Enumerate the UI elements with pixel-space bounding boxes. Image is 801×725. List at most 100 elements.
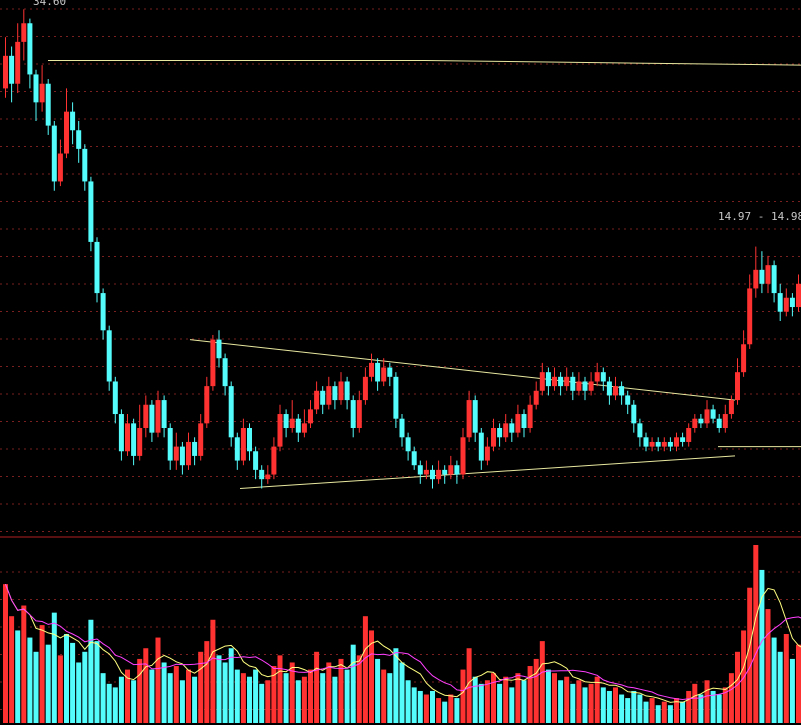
candle[interactable] xyxy=(777,283,783,321)
volume-bar[interactable] xyxy=(509,687,515,723)
volume-bar[interactable] xyxy=(362,616,368,723)
candle[interactable] xyxy=(167,423,173,470)
candle[interactable] xyxy=(51,120,57,191)
candle[interactable] xyxy=(362,367,368,405)
candle[interactable] xyxy=(369,353,374,382)
volume-bar[interactable] xyxy=(265,680,271,723)
candle[interactable] xyxy=(9,46,15,103)
candle[interactable] xyxy=(533,381,539,410)
volume-bar[interactable] xyxy=(430,690,435,723)
candle[interactable] xyxy=(332,381,338,410)
price-candles[interactable] xyxy=(3,9,801,489)
candle[interactable] xyxy=(216,330,222,368)
volume-bar[interactable] xyxy=(515,673,521,723)
volume-bar[interactable] xyxy=(301,676,307,723)
volume-bar[interactable] xyxy=(179,680,185,723)
candle[interactable] xyxy=(27,18,33,89)
volume-bar[interactable] xyxy=(735,651,740,723)
candle[interactable] xyxy=(613,376,618,401)
candle[interactable] xyxy=(131,418,137,466)
volume-bar[interactable] xyxy=(728,673,734,723)
candle[interactable] xyxy=(57,139,63,187)
volume-bar[interactable] xyxy=(594,676,600,723)
volume-bar[interactable] xyxy=(375,658,381,723)
candle[interactable] xyxy=(301,409,307,438)
candle[interactable] xyxy=(381,358,387,387)
candle[interactable] xyxy=(643,432,649,452)
candle[interactable] xyxy=(796,274,801,312)
volume-bar[interactable] xyxy=(356,655,362,723)
volume-bar[interactable] xyxy=(796,644,801,723)
volume-bar[interactable] xyxy=(131,680,137,723)
candle[interactable] xyxy=(100,288,106,340)
candle[interactable] xyxy=(106,325,112,391)
candle[interactable] xyxy=(484,437,490,466)
candle[interactable] xyxy=(564,367,570,391)
candle[interactable] xyxy=(326,376,332,410)
candle[interactable] xyxy=(417,460,423,484)
volume-bar[interactable] xyxy=(82,651,88,723)
volume-bar[interactable] xyxy=(308,669,313,723)
candle[interactable] xyxy=(393,372,399,428)
candle[interactable] xyxy=(552,367,557,391)
candle[interactable] xyxy=(460,428,466,480)
candle[interactable] xyxy=(222,353,228,396)
candle[interactable] xyxy=(582,376,588,401)
volume-bar[interactable] xyxy=(33,651,39,723)
volume-bar[interactable] xyxy=(64,634,69,723)
candle[interactable] xyxy=(283,409,289,438)
volume-bar[interactable] xyxy=(167,673,173,723)
volume-bar[interactable] xyxy=(106,683,112,723)
candle[interactable] xyxy=(430,465,435,489)
volume-bar[interactable] xyxy=(466,648,472,723)
volume-bar[interactable] xyxy=(533,658,539,723)
volume-bar[interactable] xyxy=(777,651,783,723)
candle[interactable] xyxy=(118,409,124,461)
candle[interactable] xyxy=(521,409,527,438)
candle[interactable] xyxy=(198,414,204,461)
volume-bar[interactable] xyxy=(45,644,51,723)
volume-bar[interactable] xyxy=(491,673,496,723)
candle[interactable] xyxy=(619,381,625,405)
volume-bar[interactable] xyxy=(320,673,326,723)
candle[interactable] xyxy=(606,376,612,405)
volume-bar[interactable] xyxy=(332,676,338,723)
candle[interactable] xyxy=(399,414,405,447)
volume-bar[interactable] xyxy=(674,698,679,723)
candle[interactable] xyxy=(503,414,509,442)
volume-bar[interactable] xyxy=(698,694,704,723)
candle[interactable] xyxy=(314,381,320,415)
volume-bar[interactable] xyxy=(9,616,15,723)
candle[interactable] xyxy=(722,404,728,433)
candle[interactable] xyxy=(161,395,167,438)
candle[interactable] xyxy=(545,367,551,396)
volume-bar[interactable] xyxy=(655,705,661,723)
volume-bar[interactable] xyxy=(240,673,246,723)
volume-bar[interactable] xyxy=(692,683,698,723)
candle[interactable] xyxy=(692,414,698,433)
volume-bar[interactable] xyxy=(789,658,795,723)
candle[interactable] xyxy=(710,404,716,424)
candle[interactable] xyxy=(771,260,777,303)
candle[interactable] xyxy=(240,418,246,466)
volume-bar[interactable] xyxy=(417,690,423,723)
candle[interactable] xyxy=(680,432,686,447)
candle[interactable] xyxy=(344,376,350,410)
volume-bar[interactable] xyxy=(448,694,454,723)
volume-bar[interactable] xyxy=(460,669,466,723)
volume-bar[interactable] xyxy=(100,673,106,723)
candle[interactable] xyxy=(21,9,27,61)
volume-bar[interactable] xyxy=(472,676,478,723)
volume-bar[interactable] xyxy=(399,662,405,723)
candle[interactable] xyxy=(747,274,753,349)
candle[interactable] xyxy=(265,465,271,484)
volume-bar[interactable] xyxy=(478,683,484,723)
candle[interactable] xyxy=(448,455,454,480)
candle[interactable] xyxy=(637,418,643,447)
candle[interactable] xyxy=(64,88,69,159)
volume-bar[interactable] xyxy=(247,676,252,723)
volume-bar[interactable] xyxy=(76,662,82,723)
candle[interactable] xyxy=(558,372,564,396)
volume-bar[interactable] xyxy=(527,666,533,723)
candle[interactable] xyxy=(472,395,478,442)
